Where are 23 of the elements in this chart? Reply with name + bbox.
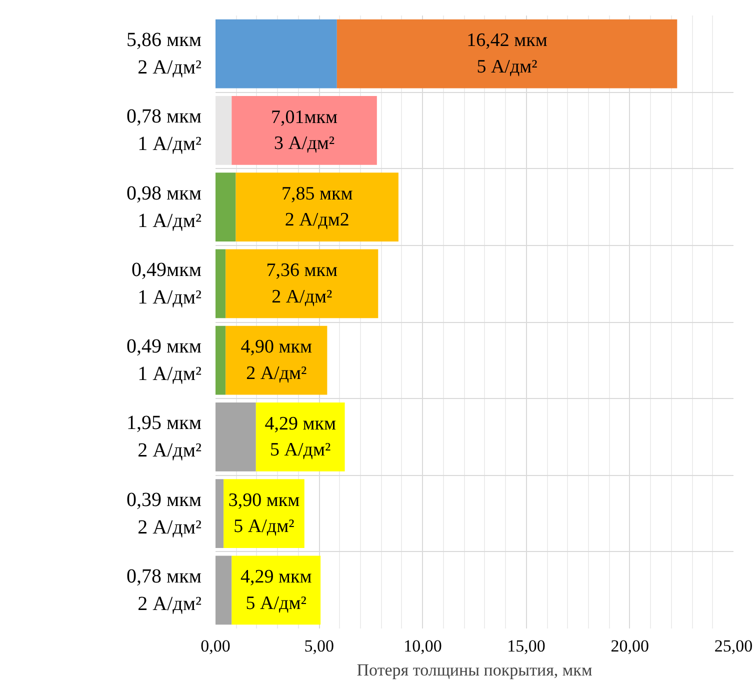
data-label: 0,78 мкм 2 А/дм² xyxy=(126,565,202,615)
data-label: 4,90 мкм 2 А/дм² xyxy=(240,336,312,384)
x-tick-label: 20,00 xyxy=(610,636,650,656)
x-tick-label: 15,00 xyxy=(507,636,546,656)
data-label: 7,36 мкм 2 А/дм² xyxy=(266,260,338,308)
x-tick-label: 25,00 xyxy=(714,636,753,656)
x-axis-title: Потеря толщины покрытия, мкм xyxy=(356,660,592,680)
x-tick-label: 5,00 xyxy=(304,636,334,656)
data-label: 7,85 мкм 2 А/дм2 xyxy=(281,183,353,231)
data-label: 0,39 мкм 2 А/дм² xyxy=(126,488,202,538)
data-label: 0,49 мкм 1 А/дм² xyxy=(126,336,202,386)
data-label: 3,90 мкм 5 А/дм² xyxy=(228,490,300,538)
data-label: 0,98 мкм 1 А/дм² xyxy=(126,182,202,232)
data-label: 0,78 мкм 1 А/дм² xyxy=(126,106,202,156)
data-label: 4,29 мкм 5 А/дм² xyxy=(240,566,312,614)
x-tick-label: 0,00 xyxy=(200,636,230,656)
data-label: 1,95 мкм 2 А/дм² xyxy=(126,412,202,462)
data-label: 0,49мкм 1 А/дм² xyxy=(131,258,202,308)
data-label: 16,42 мкм 5 А/дм² xyxy=(466,30,548,78)
x-tick-label: 10,00 xyxy=(404,636,442,656)
data-label: 7,01мкм 3 А/дм² xyxy=(271,106,338,154)
data-label: 4,29 мкм 5 А/дм² xyxy=(264,413,336,461)
data-label: 5,86 мкм 2 А/дм² xyxy=(126,29,202,79)
